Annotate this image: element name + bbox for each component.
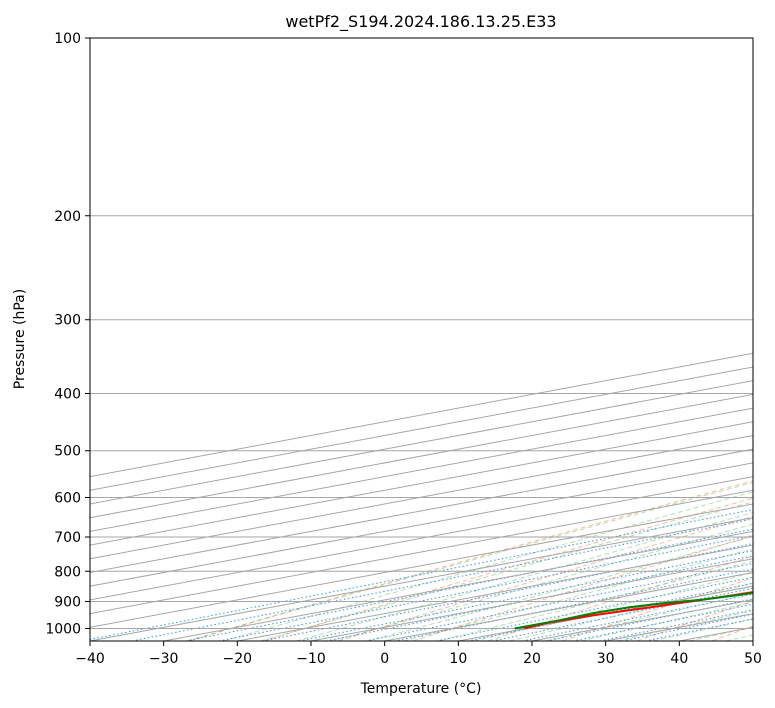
mixing-ratio-line: [572, 603, 753, 641]
y-tick-label: 100: [54, 31, 81, 47]
x-tick-label: 10: [449, 651, 467, 667]
isotherm-line: [90, 421, 753, 546]
y-axis-title: Pressure (hPa): [12, 289, 28, 389]
x-tick-label: 20: [523, 651, 541, 667]
isotherm-line: [163, 530, 753, 641]
mixing-ratio-line: [185, 528, 753, 641]
y-tick-label: 500: [54, 444, 81, 460]
x-tick-label: 0: [380, 651, 389, 667]
plot-frame: [89, 37, 754, 642]
y-tick-label: 600: [54, 490, 81, 506]
dry-adiabats: [188, 480, 753, 641]
y-axis: 100 200 300 400 500 600 700 800 900 1000: [45, 31, 90, 637]
mixing-ratio-line: [90, 509, 753, 640]
x-tick-label: −40: [75, 651, 105, 667]
x-tick-label: 50: [744, 651, 762, 667]
dry-adiabat-line: [263, 497, 753, 641]
x-tick-label: −20: [223, 651, 253, 667]
pressure-gridlines: [90, 38, 753, 629]
isotherm-line: [90, 489, 753, 615]
y-tick-label: 400: [54, 387, 81, 403]
isotherm-line: [90, 462, 753, 587]
chart-title: wetPf2_S194.2024.186.13.25.E33: [285, 12, 556, 32]
isotherm-line: [90, 434, 753, 560]
mixing-ratio-line: [622, 613, 753, 641]
y-tick-label: 800: [54, 564, 81, 580]
x-axis-title: Temperature (°C): [360, 681, 482, 697]
isotherm-line: [90, 503, 753, 628]
x-tick-label: −30: [149, 651, 179, 667]
y-tick-label: 900: [54, 594, 81, 610]
mixing-ratio-line: [131, 518, 753, 641]
isotherm-line: [90, 476, 753, 601]
dry-adiabat-line: [562, 577, 753, 641]
x-tick-label: −10: [296, 651, 326, 667]
x-tick-label: 40: [670, 651, 688, 667]
y-tick-label: 1000: [45, 621, 81, 637]
mixing-ratio-line: [546, 598, 753, 641]
dry-adiabat-line: [188, 480, 753, 641]
mixing-ratio-line: [218, 534, 753, 641]
mixing-ratio-line: [599, 609, 753, 641]
plot-background: [90, 38, 753, 641]
isotherms: [90, 352, 753, 641]
x-axis: −40 −30 −20 −10 0 10 20 30 40 50: [75, 641, 762, 667]
y-tick-label: 300: [54, 313, 81, 329]
x-tick-label: 30: [597, 651, 615, 667]
y-tick-label: 200: [54, 209, 81, 225]
dry-adiabat-line: [412, 535, 753, 641]
y-tick-label: 700: [54, 530, 81, 546]
isotherm-line: [90, 448, 753, 574]
isotherm-line: [752, 640, 753, 641]
isotherm-line: [90, 517, 753, 641]
